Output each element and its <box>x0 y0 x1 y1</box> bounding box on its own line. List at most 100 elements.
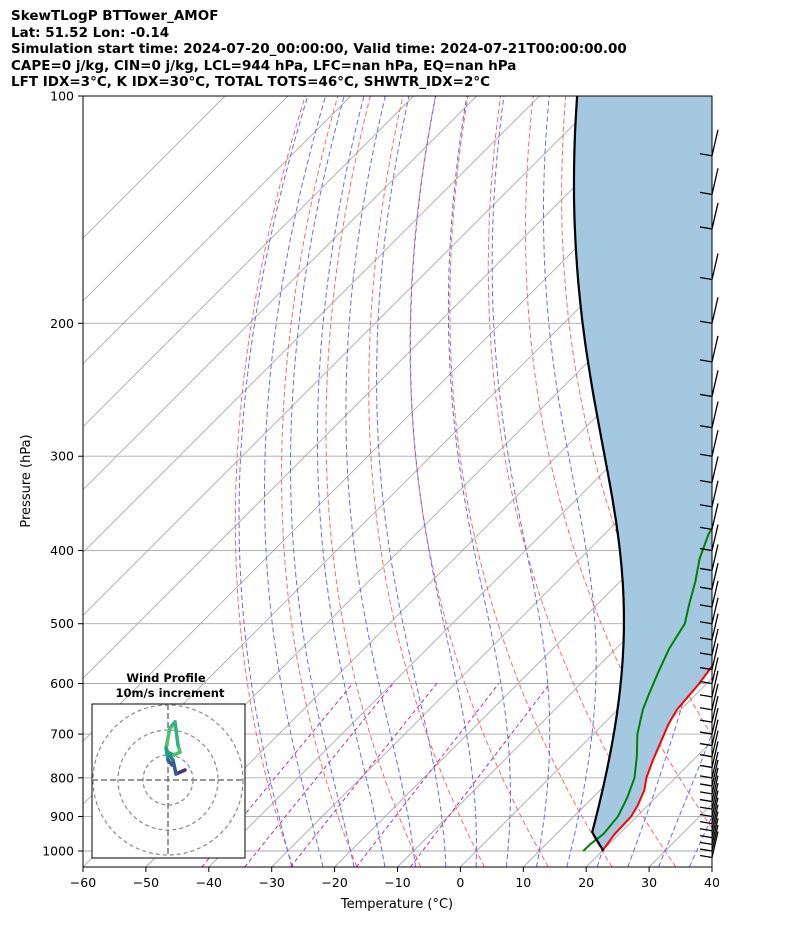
title-indices: LFT IDX=3°C, K IDX=30°C, TOTAL TOTS=46°C… <box>11 74 491 90</box>
wind-barb <box>699 202 719 230</box>
y-axis-title: Pressure (hPa) <box>19 434 34 527</box>
temperature-line <box>601 664 712 852</box>
plot-area <box>83 96 794 867</box>
wind-barb <box>699 597 719 625</box>
wind-barb <box>699 831 719 859</box>
isotherm-gridline <box>711 866 712 867</box>
isotherm-gridline <box>460 614 712 867</box>
axes: −60 −50 −40 −30 −20 −10 0 10 20 30 40 1000 900 800 700… <box>42 89 720 891</box>
x-tick-label: −60 <box>70 875 96 890</box>
wind-barb <box>699 657 719 685</box>
x-tick-label: 20 <box>578 875 594 890</box>
cin-shaded-area <box>574 96 712 851</box>
isotherm-gridline <box>83 96 352 365</box>
wind-barb <box>699 129 719 157</box>
wind-barb <box>699 775 719 803</box>
wind-barb <box>699 759 719 787</box>
wind-barb <box>699 480 719 508</box>
isotherm-gridline <box>83 96 603 617</box>
wind-barb <box>699 430 719 457</box>
hodograph-segment <box>164 746 170 762</box>
mixing-ratio-line <box>409 683 551 867</box>
y-tick-label: 600 <box>50 676 74 691</box>
y-tick-label: 400 <box>50 543 74 558</box>
wind-barb <box>699 741 719 769</box>
wind-barb <box>699 643 719 671</box>
x-tick-label: −30 <box>259 875 285 890</box>
y-tick-label: 700 <box>50 727 74 742</box>
dry-adiabat <box>487 96 677 867</box>
moist-adiabat <box>264 96 327 867</box>
moist-adiabat <box>345 96 416 867</box>
dry-adiabat <box>325 96 422 867</box>
x-tick-label: −10 <box>384 875 410 890</box>
isotherm-gridline <box>83 96 289 302</box>
wind-barb <box>699 297 719 324</box>
inset-title: Wind Profile <box>126 671 206 685</box>
isotherm-gridline <box>83 96 540 554</box>
dry-adiabat <box>729 96 794 867</box>
dewpoint-line <box>582 526 712 852</box>
hodograph-segment <box>164 726 172 750</box>
y-tick-label: 1000 <box>42 844 74 859</box>
moist-adiabat <box>543 96 597 867</box>
isotherm-gridline <box>145 300 712 867</box>
moist-adiabat <box>491 96 551 867</box>
wind-barb <box>699 456 719 484</box>
wind-barb <box>699 719 719 747</box>
x-tick-label: 30 <box>641 875 657 890</box>
moist-adiabat <box>376 96 447 867</box>
x-tick-label: −40 <box>196 875 222 890</box>
x-tick-label: −20 <box>321 875 347 890</box>
wind-barb <box>699 670 719 698</box>
wind-barb <box>699 782 719 810</box>
inset-subtitle: 10m/s increment <box>116 686 225 700</box>
wind-barb <box>699 253 719 281</box>
wind-barb <box>699 168 719 196</box>
wind-barb <box>699 524 719 552</box>
moist-adiabat <box>238 96 309 867</box>
title-block: SkewTLogP BTTower_AMOF Lat: 51.52 Lon: -… <box>11 8 627 91</box>
wind-barb <box>699 707 719 735</box>
moist-adiabat <box>720 96 794 867</box>
moist-adiabat <box>658 732 712 867</box>
wind-barb <box>699 790 719 818</box>
wind-barb <box>699 628 719 656</box>
hodograph-segment <box>166 758 174 767</box>
wind-barb <box>699 811 719 839</box>
wind-barb <box>699 797 719 825</box>
wind-barb <box>699 335 719 363</box>
dry-adiabat <box>761 96 794 867</box>
y-tick-label: 800 <box>50 770 74 785</box>
moist-adiabat <box>627 96 712 867</box>
title-times: Simulation start time: 2024-07-20_00:00:… <box>11 41 627 57</box>
dry-adiabat <box>368 96 485 867</box>
title-cape: CAPE=0 j/kg, CIN=0 j/kg, LCL=944 hPa, LF… <box>11 57 517 74</box>
wind-barb <box>699 730 719 758</box>
y-tick-label: 300 <box>50 449 74 464</box>
wind-barb <box>699 401 719 429</box>
y-tick-label: 100 <box>50 89 74 104</box>
wind-barb <box>699 580 719 608</box>
wind-barbs <box>699 129 719 859</box>
moist-adiabat <box>409 96 477 867</box>
dry-adiabat <box>281 96 358 867</box>
dry-adiabat <box>524 96 712 830</box>
isotherm-gridline <box>83 96 226 239</box>
title-station: SkewTLogP BTTower_AMOF <box>11 8 219 24</box>
wind-barb <box>699 563 719 590</box>
wind-barb <box>699 804 719 832</box>
dry-adiabat <box>234 96 306 867</box>
title-location: Lat: 51.52 Lon: -0.14 <box>11 24 170 41</box>
mixing-ratio-line <box>290 683 438 867</box>
wind-barb <box>699 751 719 779</box>
mixing-ratio-line <box>355 683 500 867</box>
wind-barb <box>699 683 719 711</box>
wind-barb <box>699 370 719 398</box>
wind-barb <box>699 695 719 723</box>
x-tick-label: 40 <box>704 875 720 890</box>
x-axis-title: Temperature (°C) <box>340 897 453 912</box>
dry-adiabat <box>449 96 613 867</box>
x-tick-label: 0 <box>456 875 464 890</box>
